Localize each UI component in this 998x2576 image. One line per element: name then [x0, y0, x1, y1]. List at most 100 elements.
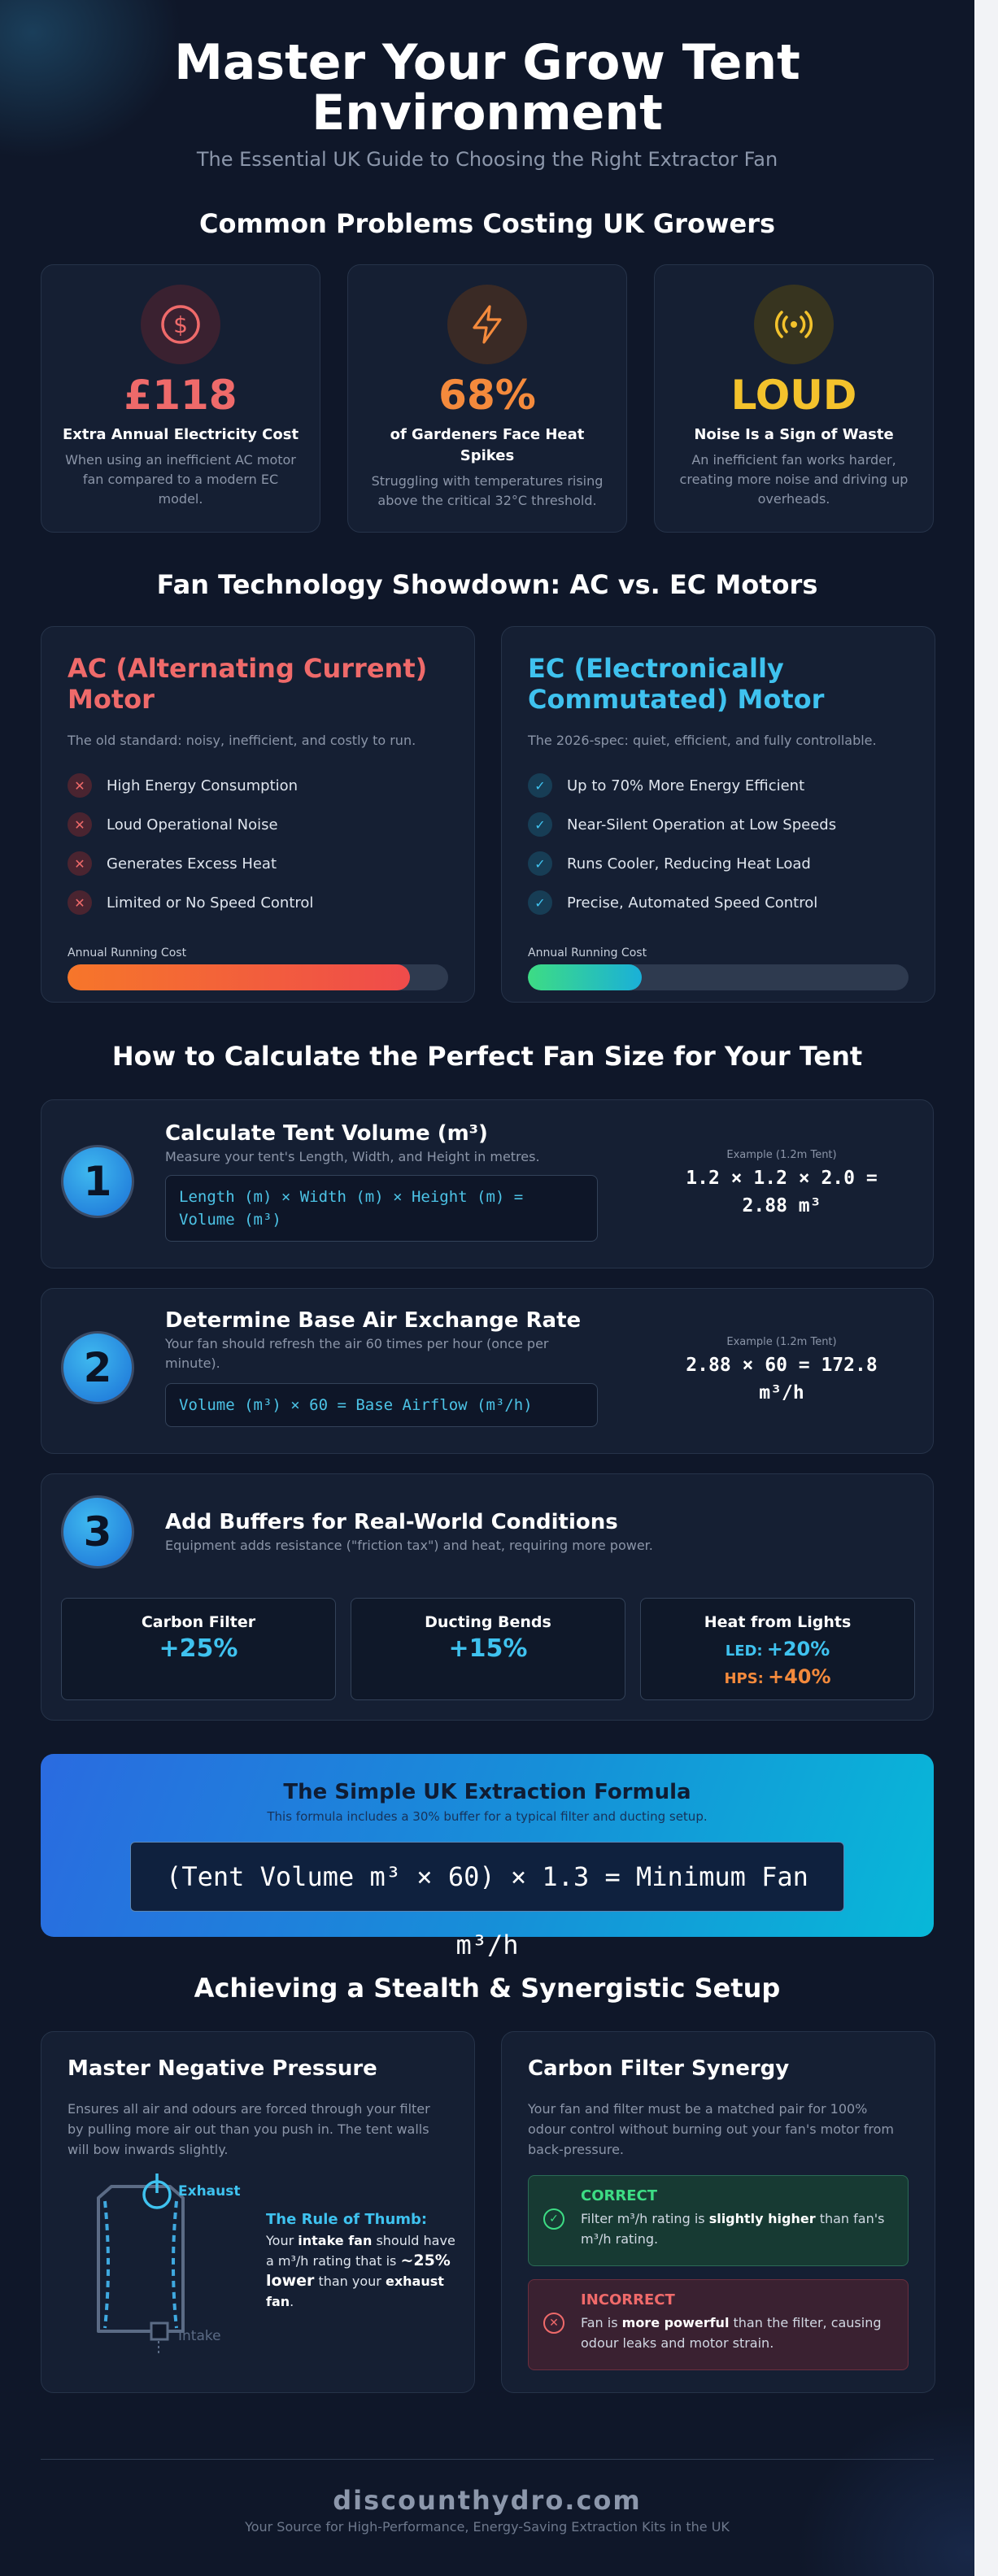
correct-text: Filter m³/h rating is slightly higher th…	[581, 2211, 885, 2247]
page-title: Master Your Grow Tent Environment	[174, 34, 800, 141]
ac-cost-bar	[68, 964, 448, 990]
header: Master Your Grow Tent Environment The Es…	[0, 37, 974, 171]
ac-feature-list: ✕ High Energy Consumption ✕ Loud Operation…	[68, 766, 448, 922]
pound-coin-icon: $	[141, 285, 220, 364]
ac-motor-title: AC (Alternating Current) Motor	[68, 653, 428, 715]
step-example: Example (1.2m Tent) 1.2 × 1.2 × 2.0 = 2.…	[660, 1149, 904, 1220]
list-item: ✓ Runs Cooler, Reducing Heat Load	[528, 844, 909, 883]
cross-icon: ✕	[68, 812, 92, 837]
ec-cost-bar	[528, 964, 909, 990]
incorrect-heading: INCORRECT	[581, 2291, 675, 2308]
problem-card-noise: LOUD Noise Is a Sign of Waste An ineffic…	[654, 264, 934, 533]
step-number: 1	[61, 1145, 134, 1218]
card-title: Master Negative Pressure	[68, 2056, 377, 2081]
banner-subtitle: This formula includes a 30% buffer for a…	[267, 1809, 708, 1824]
problem-label: of Gardeners Face Heat Spikes	[390, 426, 585, 464]
problem-value: £118	[124, 372, 238, 419]
step-card-1: 1 Calculate Tent Volume (m³) Measure you…	[41, 1099, 934, 1268]
ec-motor-title: EC (Electronically Commutated) Motor	[528, 653, 825, 715]
ec-cost-fill	[528, 964, 643, 990]
broadcast-icon	[754, 285, 834, 364]
problem-desc: When using an inefficient AC motor fan c…	[65, 452, 296, 507]
check-circle-icon: ✓	[543, 2208, 564, 2230]
tent-diagram	[97, 2174, 185, 2354]
stealth-section-title: Achieving a Stealth & Synergistic Setup	[194, 1973, 781, 2004]
example-label: Example (1.2m Tent)	[726, 1149, 837, 1161]
exhaust-label: Exhaust	[178, 2183, 241, 2200]
buffer-carbon-filter: Carbon Filter +25%	[61, 1598, 336, 1700]
carbon-filter-card: Carbon Filter Synergy Your fan and filte…	[501, 2031, 935, 2393]
ec-motor-card: EC (Electronically Commutated) Motor The…	[501, 626, 935, 1003]
problem-desc: An inefficient fan works harder, creatin…	[679, 452, 909, 507]
cross-icon: ✕	[68, 890, 92, 915]
step-number: 3	[61, 1495, 134, 1569]
infographic-page: Master Your Grow Tent Environment The Es…	[0, 0, 975, 2576]
hps-label: HPS:	[724, 1670, 764, 1687]
ac-cost-fill	[68, 964, 411, 990]
example-value: 1.2 × 1.2 × 2.0 = 2.88 m³	[686, 1168, 878, 1216]
banner-formula: (Tent Volume m³ × 60) × 1.3 = Minimum Fa…	[130, 1842, 844, 1960]
scrollbar[interactable]	[974, 0, 998, 2576]
formula-banner: The Simple UK Extraction Formula This fo…	[41, 1754, 934, 1960]
feature-label: Near-Silent Operation at Low Speeds	[567, 816, 837, 833]
footer-site[interactable]: discounthydro.com	[333, 2485, 642, 2516]
ac-cost-label: Annual Running Cost	[68, 946, 187, 959]
correct-box: ✓ CORRECT Filter m³/h rating is slightly…	[528, 2175, 909, 2266]
list-item: ✕ Loud Operational Noise	[68, 805, 448, 844]
step-card-3: 3 Add Buffers for Real-World Conditions …	[41, 1473, 934, 1721]
rule-title: The Rule of Thumb:	[266, 2211, 428, 2228]
check-icon: ✓	[528, 851, 552, 876]
list-item: ✓ Up to 70% More Energy Efficient	[528, 766, 909, 805]
step-subtitle: Measure your tent's Length, Width, and H…	[165, 1149, 540, 1164]
correct-heading: CORRECT	[581, 2187, 658, 2204]
cross-icon: ✕	[68, 851, 92, 876]
intake-label: Intake	[178, 2328, 221, 2344]
buffer-value: +15%	[448, 1634, 528, 1663]
incorrect-box: ✕ INCORRECT Fan is more powerful than th…	[528, 2279, 909, 2370]
feature-label: Precise, Automated Speed Control	[567, 894, 818, 912]
example-label: Example (1.2m Tent)	[726, 1336, 837, 1348]
list-item: ✓ Precise, Automated Speed Control	[528, 883, 909, 922]
problems-section-title: Common Problems Costing UK Growers	[198, 208, 776, 239]
feature-label: Loud Operational Noise	[107, 816, 278, 833]
rule-of-thumb: The Rule of Thumb: Your intake fan shoul…	[266, 2209, 458, 2312]
ec-cost-label: Annual Running Cost	[528, 946, 647, 959]
step-formula: Length (m) × Width (m) × Height (m) = Vo…	[165, 1175, 598, 1242]
cross-circle-icon: ✕	[543, 2313, 564, 2334]
list-item: ✕ High Energy Consumption	[68, 766, 448, 805]
card-desc: Your fan and filter must be a matched pa…	[528, 2101, 894, 2157]
feature-label: Limited or No Speed Control	[107, 894, 314, 912]
hps-value: +40%	[767, 1665, 831, 1688]
led-row: LED: +20%	[641, 1636, 914, 1664]
ac-motor-desc: The old standard: noisy, inefficient, an…	[68, 733, 416, 748]
led-label: LED:	[725, 1643, 763, 1660]
problem-value: LOUD	[730, 372, 857, 419]
step-subtitle: Your fan should refresh the air 60 times…	[165, 1336, 549, 1371]
check-icon: ✓	[528, 773, 552, 798]
list-item: ✕ Generates Excess Heat	[68, 844, 448, 883]
steps-section-title: How to Calculate the Perfect Fan Size fo…	[111, 1041, 863, 1072]
negative-pressure-card: Master Negative Pressure Ensures all air…	[41, 2031, 475, 2393]
card-desc: Ensures all air and odours are forced th…	[68, 2101, 430, 2157]
cross-icon: ✕	[68, 773, 92, 798]
buffer-value: +25%	[159, 1634, 238, 1663]
banner-title: The Simple UK Extraction Formula	[283, 1780, 691, 1804]
check-icon: ✓	[528, 812, 552, 837]
hps-row: HPS: +40%	[641, 1664, 914, 1691]
problem-label: Noise Is a Sign of Waste	[694, 426, 894, 443]
ec-motor-desc: The 2026-spec: quiet, efficient, and ful…	[528, 733, 877, 748]
list-item: ✓ Near-Silent Operation at Low Speeds	[528, 805, 909, 844]
problem-card-cost: $ £118 Extra Annual Electricity Cost Whe…	[41, 264, 320, 533]
problem-label: Extra Annual Electricity Cost	[62, 426, 299, 443]
step-number: 2	[61, 1331, 134, 1404]
list-item: ✕ Limited or No Speed Control	[68, 883, 448, 922]
step-example: Example (1.2m Tent) 2.88 × 60 = 172.8 m³…	[660, 1336, 904, 1407]
buffer-heat-lights: Heat from Lights LED: +20% HPS: +40%	[640, 1598, 915, 1700]
step-formula: Volume (m³) × 60 = Base Airflow (m³/h)	[165, 1383, 598, 1427]
buffer-title: Carbon Filter	[141, 1613, 256, 1631]
problem-desc: Struggling with temperatures rising abov…	[371, 473, 604, 508]
page-subtitle: The Essential UK Guide to Choosing the R…	[196, 148, 778, 171]
step-title: Add Buffers for Real-World Conditions	[165, 1510, 618, 1534]
problem-card-heat: 68% of Gardeners Face Heat Spikes Strugg…	[347, 264, 627, 533]
svg-text:$: $	[173, 311, 188, 338]
